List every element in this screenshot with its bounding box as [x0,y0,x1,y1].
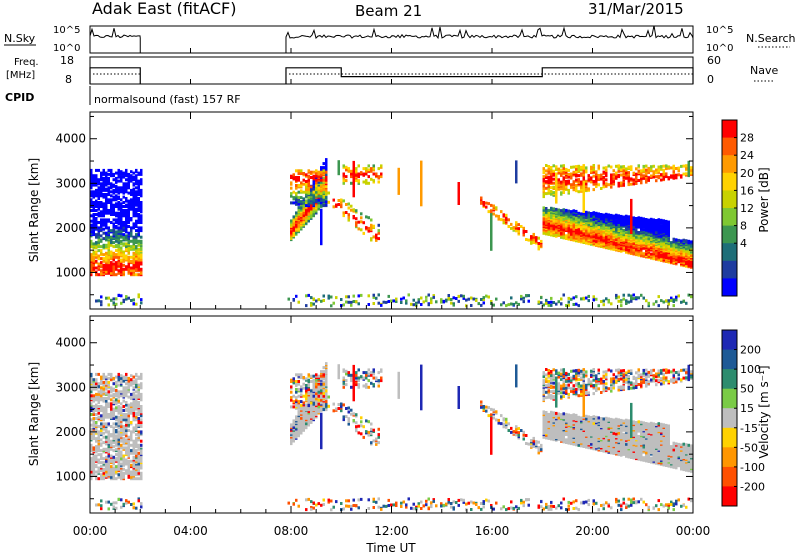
colorbar-swatch [722,349,737,370]
colorbar-tick-label: 12 [740,202,754,215]
y-tick-label: 1000 [55,469,86,483]
nave-tick-bottom: 0 [707,73,714,86]
station-title: Adak East (fitACF) [92,0,236,18]
colorbar-swatch [722,447,737,468]
colorbar-swatch [722,369,737,390]
velocity-heatmap-cells [90,362,693,512]
nsky-tick-top: 10^5 [53,25,80,36]
colorbar-swatch [722,137,737,156]
freq-trace [89,67,694,84]
x-tick-label: 12:00 [374,524,409,538]
colorbar-swatch [722,388,737,409]
x-tick-label: 00:00 [676,524,711,538]
power-y-ticks: 1000 2000 3000 4000 [55,115,693,296]
colorbar-tick-label: 4 [740,237,747,250]
x-tick-label: 08:00 [274,524,309,538]
colorbar-swatch [722,120,737,139]
colorbar-swatch [722,172,737,191]
colorbar-swatch [722,260,737,279]
colorbar-tick-label: -100 [740,461,765,474]
date-title: 31/Mar/2015 [588,0,684,18]
cpid-label: CPID [5,91,34,104]
nsky-trace [89,25,694,53]
y-tick-label: 3000 [55,380,86,394]
time-x-ticks: 00:00 04:00 08:00 12:00 16:00 20:00 00:00 [73,48,711,538]
freq-label: Freq. [14,57,39,68]
colorbar-swatch [722,278,737,297]
colorbar-tick-label: 16 [740,184,754,197]
colorbar-swatch [722,330,737,351]
colorbar-swatch [722,243,737,262]
y-tick-label: 2000 [55,221,86,235]
velocity-panel-frame [89,315,694,514]
colorbar-swatch [722,208,737,227]
y-tick-label: 4000 [55,132,86,146]
power-y-axis-label: Slant Range [km] [27,158,41,262]
nave-tick-top: 60 [707,54,721,67]
nsearch-tick-top: 10^5 [706,25,733,36]
velocity-y-ticks: 1000 2000 3000 4000 [55,319,693,500]
colorbar-swatch [722,427,737,448]
colorbar-swatch [722,486,737,507]
colorbar-tick-label: 15 [740,402,754,415]
nsearch-tick-bottom: 10^0 [706,43,733,54]
colorbar-tick-label: 100 [740,363,761,376]
colorbar-tick-label: -200 [740,480,765,493]
power-colorbar-label: Power [dB] [757,167,771,232]
colorbar-tick-label: 50 [740,383,754,396]
time-x-axis-label: Time UT [365,541,416,554]
x-tick-label: 16:00 [475,524,510,538]
y-tick-label: 1000 [55,265,86,279]
y-tick-label: 4000 [55,336,86,350]
colorbar-swatch [722,408,737,429]
colorbar-tick-label: 20 [740,167,754,180]
colorbar-swatch [722,466,737,487]
nsky-tick-bottom: 10^0 [53,43,80,54]
y-tick-label: 2000 [55,425,86,439]
nave-label: Nave [750,64,778,77]
y-tick-label: 3000 [55,176,86,190]
power-heatmap-cells [90,158,693,308]
colorbar-tick-label: -50 [740,441,758,454]
velocity-colorbar-label: Velocity [m s⁻¹] [757,365,771,458]
x-tick-label: 20:00 [575,524,610,538]
power-panel-frame [89,111,694,310]
x-tick-label: 00:00 [73,524,108,538]
colorbar-tick-label: 8 [740,220,747,233]
cpid-text: normalsound (fast) 157 RF [94,93,241,106]
freq-tick-bottom: 8 [65,73,72,86]
colorbar-tick-label: 24 [740,149,754,162]
freq-tick-top: 18 [60,54,74,67]
beam-title: Beam 21 [355,2,422,20]
power-colorbar: 28 24 20 16 12 8 4 [721,119,754,297]
nsky-label: N.Sky [4,32,36,45]
x-tick-label: 04:00 [173,524,208,538]
velocity-y-axis-label: Slant Range [km] [27,362,41,466]
colorbar-swatch [722,190,737,209]
colorbar-swatch [722,155,737,174]
freq-unit-label: [MHz] [6,70,35,81]
velocity-colorbar: 200 100 50 15 -15 -50 -100 -200 [721,329,765,507]
colorbar-tick-label: -15 [740,422,758,435]
nsearch-label: N.Search [746,32,796,45]
colorbar-tick-label: 28 [740,132,754,145]
colorbar-swatch [722,225,737,244]
colorbar-tick-label: 200 [740,344,761,357]
